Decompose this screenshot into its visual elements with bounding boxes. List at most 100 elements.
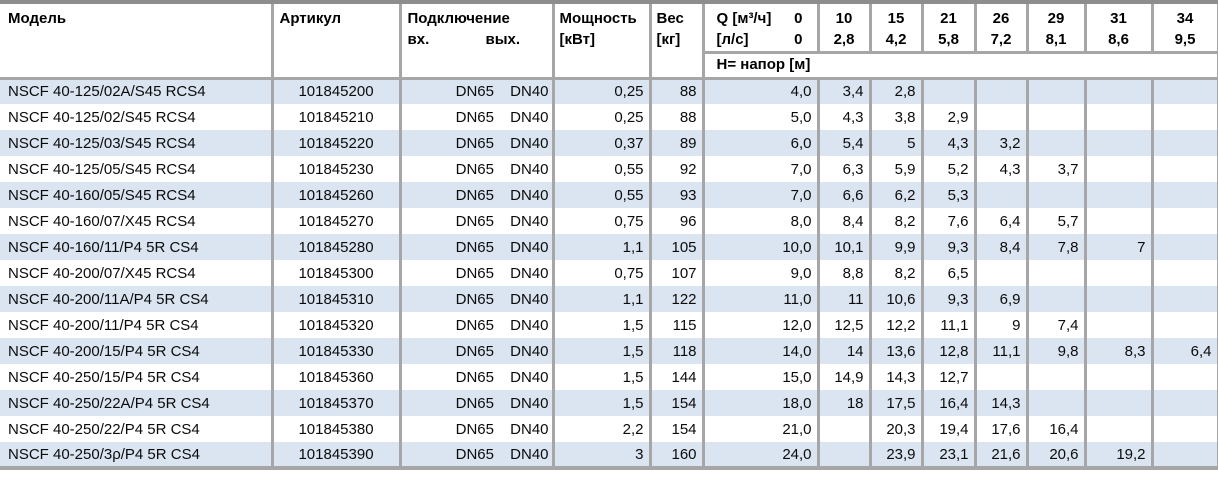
head-cell: 14,9 [816,364,871,390]
power-cell: 2,2 [551,416,651,442]
weight-unit: [кг] [656,31,681,48]
power-cell: 1,5 [551,312,651,338]
table-row: NSCF 40-250/22A/P4 5R CS4 101845370 DN65 DN… [0,390,1218,416]
outlet-cell: DN40 [510,445,549,463]
q-m3h-label: Q [м³/ч] [716,10,772,27]
head-cell: 10,1 [816,234,871,260]
head-cell: 19,2 [1083,442,1153,468]
outlet-cell: DN40 [510,212,549,230]
head-cell [920,78,976,104]
col-header-power: Мощность [кВт] [551,2,651,78]
weight-label: Вес [656,10,684,27]
article-cell: 101845370 [270,390,400,416]
model-cell: NSCF 40-160/11/P4 5R CS4 [8,238,199,256]
outlet-cell: DN40 [510,290,549,308]
head-cell [1025,104,1086,130]
head-cell: 2,8 [868,78,923,104]
head-cell: 7,4 [1025,312,1086,338]
head-cell [1025,182,1086,208]
article-cell: 101845380 [270,416,400,442]
weight-cell: 122 [648,286,704,312]
article-cell: 101845230 [270,156,400,182]
head-cell: 8,2 [868,260,923,286]
article-cell: 101845270 [270,208,400,234]
power-cell: 0,55 [551,182,651,208]
outlet-cell: DN40 [510,134,549,152]
weight-cell: 144 [648,364,704,390]
head-cell [1083,208,1153,234]
flow-m3h-value: 34 [1176,10,1194,27]
head-cell [1083,364,1153,390]
head-cell [1150,182,1218,208]
head-cell [1150,286,1218,312]
head-cell: 6,3 [816,156,871,182]
pump-spec-table: Модель Артикул Подключение вх. вых. Мощно… [0,0,1218,470]
outlet-cell: DN40 [510,108,549,126]
table-row: NSCF 40-200/07/X45 RCS4 101845300 DN65 DN40… [0,260,1218,286]
head-cell: 8,2 [868,208,923,234]
head-cell: 6,5 [920,260,976,286]
head-cell: 14,3 [973,390,1028,416]
model-cell: NSCF 40-250/15/P4 5R CS4 [8,368,200,386]
head-cell [973,104,1028,130]
head-cell: 6,4 [973,208,1028,234]
head-cell: 8,3 [1083,338,1153,364]
head-cell [1025,130,1086,156]
head-cell [973,364,1028,390]
col-header-article: Артикул [270,2,400,78]
power-cell: 0,37 [551,130,651,156]
outlet-cell: DN40 [510,394,549,412]
head-cell: 24,0 [701,442,819,468]
head-cell: 12,7 [920,364,976,390]
model-cell: NSCF 40-250/3ρ/P4 5R CS4 [8,445,200,463]
head-cell: 9,3 [920,234,976,260]
head-cell [1083,416,1153,442]
inlet-cell: DN65 [398,286,497,312]
head-cell [1083,104,1153,130]
head-cell: 9,9 [868,234,923,260]
q-ls-zero: 0 [794,31,803,48]
head-cell: 18,0 [701,390,819,416]
flow-ls-value: 5,8 [938,31,959,48]
head-cell: 10,6 [868,286,923,312]
weight-cell: 118 [648,338,704,364]
model-cell: NSCF 40-160/05/S45 RCS4 [8,186,196,204]
power-cell: 0,55 [551,156,651,182]
outlet-cell: DN40 [510,342,549,360]
power-cell: 0,25 [551,104,651,130]
head-cell: 11,1 [920,312,976,338]
head-cell [1083,78,1153,104]
weight-cell: 160 [648,442,704,468]
article-cell: 101845260 [270,182,400,208]
power-label: Мощность [559,10,637,27]
head-cell [1150,130,1218,156]
connection-label: Подключение [407,10,510,27]
power-cell: 0,75 [551,260,651,286]
head-cell: 21,6 [973,442,1028,468]
flow-m3h-value: 31 [1110,10,1127,27]
flow-ls-value: 4,2 [885,31,907,48]
head-cell: 7 [1083,234,1153,260]
article-cell: 101845300 [270,260,400,286]
inlet-label: вх. [407,31,430,48]
head-cell [816,442,871,468]
flow-m3h-value: 21 [940,10,957,27]
article-cell: 101845320 [270,312,400,338]
flow-m3h-value: 10 [835,10,853,27]
head-cell: 6,2 [868,182,923,208]
head-cell: 17,6 [973,416,1028,442]
article-cell: 101845220 [270,130,400,156]
outlet-cell: DN40 [510,238,549,256]
table-header: Модель Артикул Подключение вх. вых. Мощно… [0,2,1218,78]
weight-cell: 92 [648,156,704,182]
flow-ls-value: 2,8 [833,31,855,48]
inlet-cell: DN65 [398,104,497,130]
table-row: NSCF 40-250/15/P4 5R CS4 101845360 DN65 DN4… [0,364,1218,390]
model-cell: NSCF 40-125/02/S45 RCS4 [8,108,196,126]
table-row: NSCF 40-160/05/S45 RCS4 101845260 DN65 DN40… [0,182,1218,208]
table-row: NSCF 40-200/11A/P4 5R CS4 101845310 DN65 DN… [0,286,1218,312]
article-cell: 101845330 [270,338,400,364]
table-row: NSCF 40-125/02A/S45 RCS4 101845200 DN65 DN4… [0,78,1218,104]
head-cell: 8,4 [973,234,1028,260]
head-cell [1083,390,1153,416]
